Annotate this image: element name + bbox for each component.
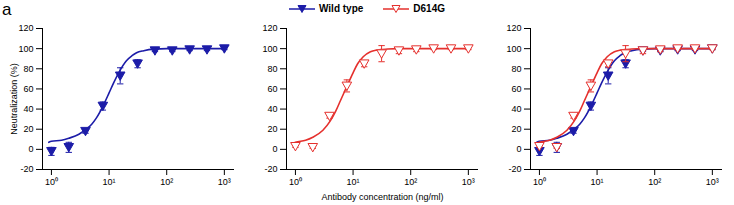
- svg-text:40: 40: [511, 104, 521, 114]
- svg-text:10³: 10³: [218, 177, 231, 187]
- svg-text:10¹: 10¹: [103, 177, 116, 187]
- svg-text:80: 80: [511, 64, 521, 74]
- svg-text:100: 100: [18, 44, 33, 54]
- svg-text:0: 0: [28, 144, 33, 154]
- svg-text:120: 120: [18, 23, 33, 33]
- svg-text:10²: 10²: [648, 177, 661, 187]
- svg-text:40: 40: [267, 104, 277, 114]
- svg-text:80: 80: [267, 64, 277, 74]
- svg-text:-20: -20: [264, 164, 277, 174]
- svg-text:20: 20: [267, 124, 277, 134]
- svg-text:100: 100: [262, 44, 277, 54]
- svg-text:0: 0: [272, 144, 277, 154]
- svg-text:10⁰: 10⁰: [289, 177, 302, 187]
- svg-text:Neutralization (%): Neutralization (%): [9, 63, 19, 135]
- svg-text:20: 20: [23, 124, 33, 134]
- svg-text:20: 20: [511, 124, 521, 134]
- svg-text:60: 60: [23, 84, 33, 94]
- svg-text:-20: -20: [20, 164, 33, 174]
- svg-text:10⁰: 10⁰: [533, 177, 546, 187]
- svg-text:80: 80: [23, 64, 33, 74]
- svg-text:60: 60: [511, 84, 521, 94]
- svg-text:10²: 10²: [160, 177, 173, 187]
- svg-text:10³: 10³: [706, 177, 719, 187]
- svg-text:40: 40: [23, 104, 33, 114]
- html-text:Wild type: Wild type: [319, 3, 364, 14]
- svg-text:120: 120: [506, 23, 521, 33]
- svg-text:100: 100: [506, 44, 521, 54]
- svg-text:10²: 10²: [404, 177, 417, 187]
- svg-text:10³: 10³: [462, 177, 475, 187]
- svg-text:0: 0: [516, 144, 521, 154]
- svg-text:10⁰: 10⁰: [45, 177, 58, 187]
- svg-text:-20: -20: [508, 164, 521, 174]
- svg-text:10¹: 10¹: [591, 177, 604, 187]
- svg-text:120: 120: [262, 23, 277, 33]
- svg-text:60: 60: [267, 84, 277, 94]
- html-text:a: a: [2, 0, 12, 19]
- svg-text:10¹: 10¹: [347, 177, 360, 187]
- html-text:D614G: D614G: [413, 3, 445, 14]
- svg-text:Antibody concentration (ng/ml): Antibody concentration (ng/ml): [321, 192, 443, 202]
